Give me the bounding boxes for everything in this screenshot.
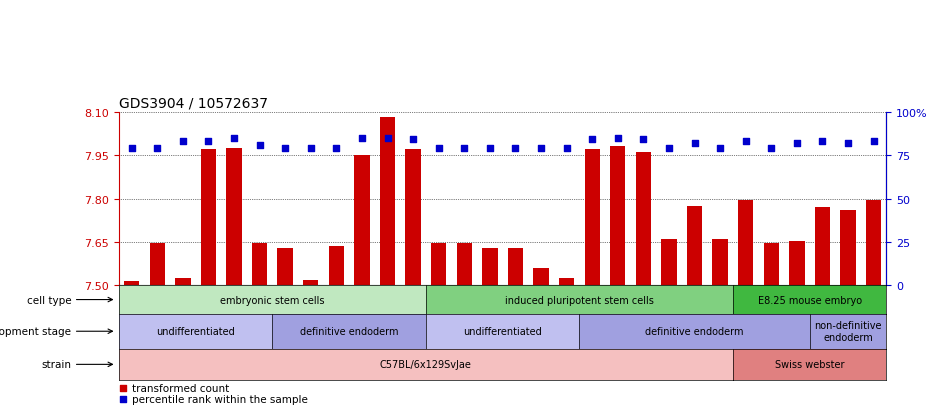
Bar — [866, 201, 882, 286]
Point — [150, 145, 165, 152]
Point — [841, 140, 856, 147]
Bar — [712, 240, 728, 286]
Text: GDS3904 / 10572637: GDS3904 / 10572637 — [119, 96, 268, 110]
Point — [534, 145, 548, 152]
Text: embryonic stem cells: embryonic stem cells — [220, 295, 325, 305]
Bar — [661, 240, 677, 286]
Point — [866, 138, 881, 145]
Bar — [789, 241, 805, 286]
Point — [662, 145, 677, 152]
Text: definitive endoderm: definitive endoderm — [645, 326, 744, 337]
Point — [610, 135, 625, 142]
Text: non-definitive
endoderm: non-definitive endoderm — [814, 320, 882, 342]
Bar — [814, 208, 830, 286]
Point — [508, 145, 523, 152]
Bar — [175, 278, 191, 286]
Text: definitive endoderm: definitive endoderm — [300, 326, 399, 337]
Point — [329, 145, 344, 152]
Bar — [636, 153, 651, 286]
Text: percentile rank within the sample: percentile rank within the sample — [132, 394, 308, 404]
Bar — [841, 211, 856, 286]
Point — [252, 142, 267, 149]
Bar — [610, 147, 625, 286]
Text: transformed count: transformed count — [132, 383, 229, 393]
Bar — [405, 150, 421, 286]
Bar — [457, 244, 472, 286]
Point — [585, 137, 600, 143]
Point — [789, 140, 804, 147]
Bar — [534, 268, 548, 286]
Point — [355, 135, 370, 142]
Point — [405, 137, 420, 143]
Point — [278, 145, 293, 152]
Point — [815, 138, 830, 145]
Point — [559, 145, 574, 152]
Text: strain: strain — [41, 359, 71, 370]
Point — [687, 140, 702, 147]
Bar — [303, 280, 318, 286]
Point — [201, 138, 216, 145]
Point — [764, 145, 779, 152]
Text: undifferentiated: undifferentiated — [463, 326, 542, 337]
Bar — [584, 150, 600, 286]
Point — [739, 138, 753, 145]
Text: E8.25 mouse embryo: E8.25 mouse embryo — [757, 295, 862, 305]
Bar — [687, 206, 702, 286]
Bar — [738, 201, 753, 286]
Point — [380, 135, 395, 142]
Bar — [559, 278, 575, 286]
Point — [636, 137, 651, 143]
Point — [115, 385, 130, 391]
Bar — [329, 247, 344, 286]
Bar — [200, 150, 216, 286]
Point — [712, 145, 727, 152]
Text: induced pluripotent stem cells: induced pluripotent stem cells — [505, 295, 654, 305]
Bar — [764, 244, 779, 286]
Point — [303, 145, 318, 152]
Text: C57BL/6x129SvJae: C57BL/6x129SvJae — [380, 359, 472, 370]
Point — [124, 145, 139, 152]
Point — [175, 138, 190, 145]
Bar — [252, 244, 268, 286]
Text: cell type: cell type — [27, 295, 71, 305]
Point — [457, 145, 472, 152]
Bar — [227, 149, 241, 286]
Text: development stage: development stage — [0, 326, 71, 337]
Bar — [482, 248, 498, 286]
Bar — [150, 244, 165, 286]
Point — [431, 145, 446, 152]
Text: undifferentiated: undifferentiated — [156, 326, 235, 337]
Text: Swiss webster: Swiss webster — [775, 359, 844, 370]
Bar — [354, 156, 370, 286]
Bar — [277, 248, 293, 286]
Bar — [431, 244, 446, 286]
Point — [482, 145, 497, 152]
Bar — [380, 118, 395, 286]
Bar — [507, 248, 523, 286]
Point — [227, 135, 241, 142]
Point — [115, 396, 130, 402]
Bar — [124, 282, 139, 286]
